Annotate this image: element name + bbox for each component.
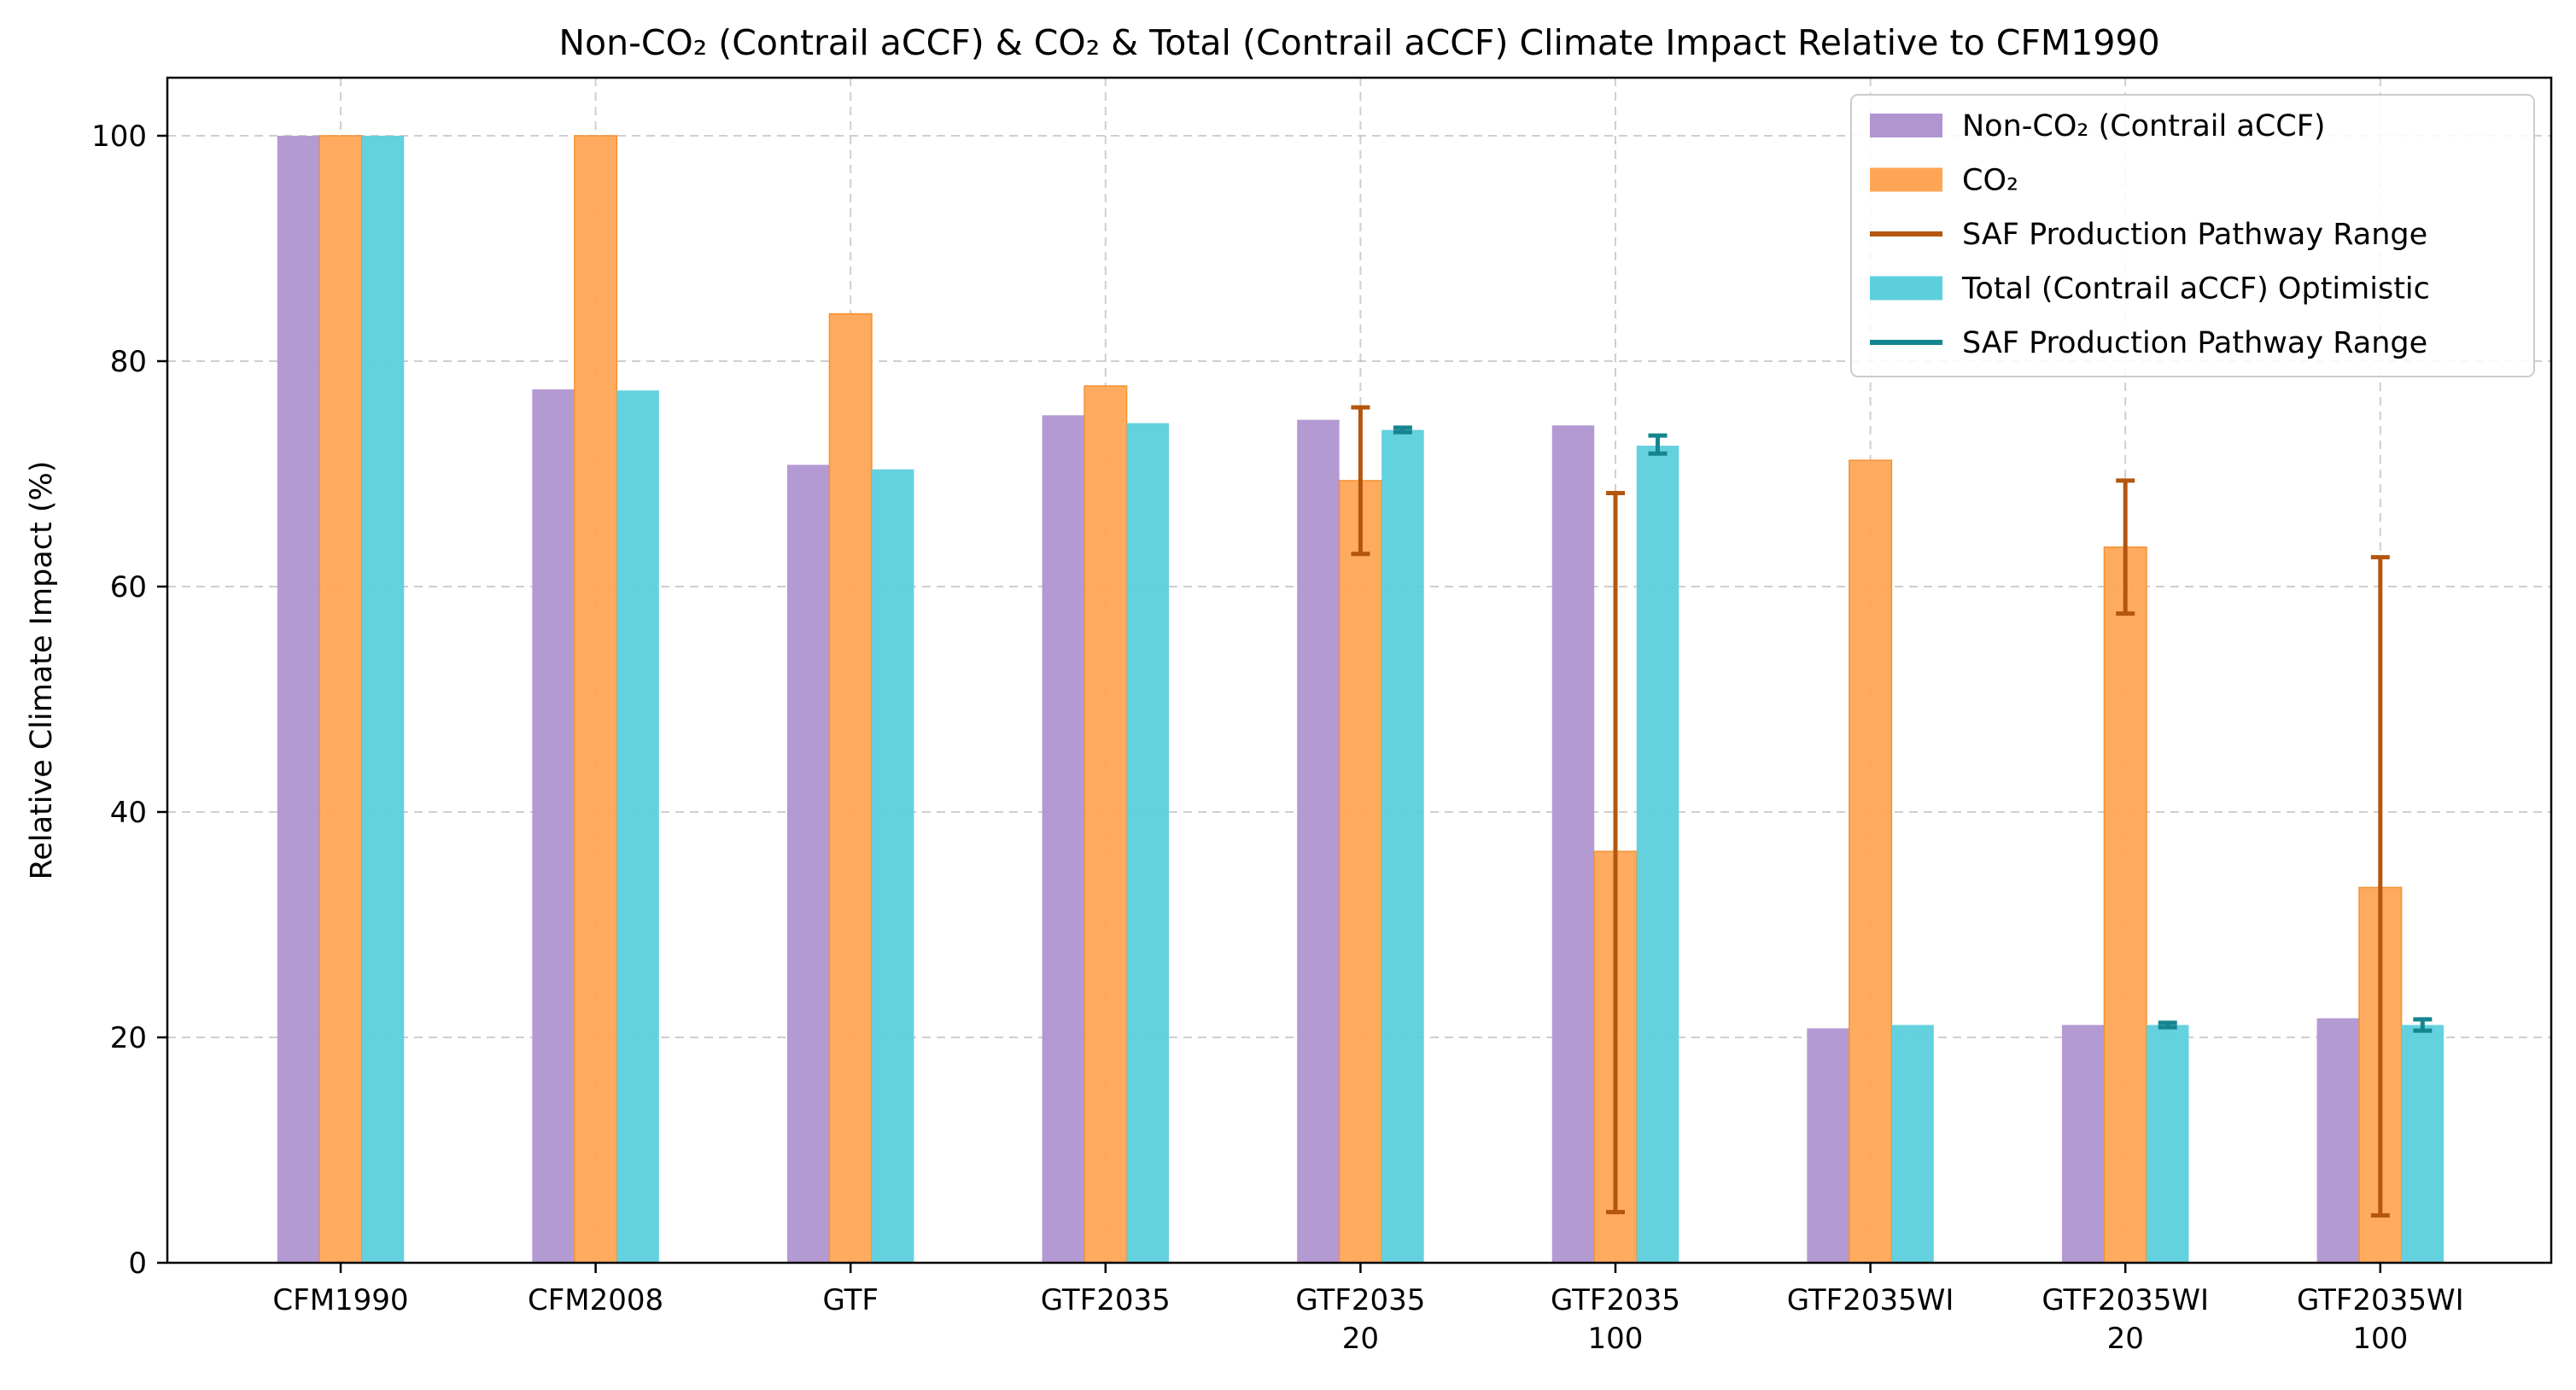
legend-item: SAF Production Pathway Range: [1870, 218, 2427, 252]
x-tick-label-line: 20: [2107, 1322, 2144, 1356]
bar-series-1: [2061, 1025, 2105, 1263]
legend-item: Non-CO₂ (Contrail aCCF): [1870, 109, 2326, 143]
plot-frame: [166, 76, 2553, 1264]
error-bar: [2116, 478, 2135, 616]
legend-label: Total (Contrail aCCF) Optimistic: [1961, 272, 2430, 307]
bar-series-2: [2103, 546, 2147, 1264]
error-bar: [1606, 490, 1625, 1215]
bar-series-3: [1126, 423, 1170, 1264]
x-tick-label-line: GTF2035: [1295, 1283, 1425, 1317]
legend-item: CO₂: [1870, 164, 2018, 198]
bar-series-1: [786, 464, 830, 1263]
chart-title: Non-CO₂ (Contrail aCCF) & CO₂ & Total (C…: [558, 22, 2159, 63]
x-tick-label-line: CFM1990: [272, 1283, 408, 1317]
error-bar: [1351, 405, 1370, 557]
x-tick-label-line: GTF2035: [1041, 1283, 1171, 1317]
legend-label: SAF Production Pathway Range: [1962, 218, 2427, 252]
bar-series-1: [1297, 419, 1340, 1263]
error-bar: [2158, 1020, 2177, 1030]
x-tick-label-line: CFM2008: [528, 1283, 663, 1317]
legend-label: SAF Production Pathway Range: [1962, 326, 2427, 360]
legend: Non-CO₂ (Contrail aCCF) CO₂ SAF Production…: [1850, 94, 2535, 377]
bar-series-2: [1084, 385, 1128, 1264]
x-tick-label: GTF2035: [1041, 1283, 1171, 1317]
y-tick-label: 80: [110, 345, 147, 379]
bar-series-1: [532, 389, 575, 1263]
axis-layer: [166, 76, 2553, 1264]
bar-layer: [277, 135, 2445, 1264]
bar-series-3: [1891, 1025, 1934, 1263]
bar-series-1: [1807, 1028, 1849, 1263]
bar-series-2: [1849, 459, 1893, 1264]
bar-series-3: [361, 136, 405, 1263]
x-tick-label-line: GTF2035WI: [2042, 1283, 2209, 1317]
error-bar: [2413, 1017, 2433, 1033]
x-tick-label-line: 100: [2352, 1322, 2408, 1356]
x-tick-label-line: GTF2035: [1551, 1283, 1680, 1317]
legend-label: CO₂: [1962, 164, 2018, 198]
x-tick-label-line: GTF2035WI: [2297, 1283, 2464, 1317]
y-tick-label: 20: [110, 1021, 147, 1055]
error-bar: [2370, 555, 2390, 1218]
y-tick-label: 40: [110, 796, 147, 830]
bar-series-3: [2146, 1025, 2189, 1263]
bar-series-3: [2401, 1025, 2445, 1263]
y-tick-label: 60: [110, 570, 147, 604]
x-tick-label-line: GTF: [822, 1283, 878, 1317]
bar-series-3: [1636, 446, 1679, 1263]
error-layer: [1351, 405, 2433, 1218]
legend-swatch: [1870, 167, 1942, 192]
bar-series-3: [871, 469, 914, 1263]
legend-label: Non-CO₂ (Contrail aCCF): [1962, 109, 2326, 143]
x-tick-label: GTF2035 100: [1551, 1283, 1680, 1356]
error-bar: [1393, 425, 1412, 435]
legend-item: Total (Contrail aCCF) Optimistic: [1870, 272, 2430, 307]
bar-series-2: [1338, 480, 1382, 1264]
bar-series-3: [1381, 429, 1424, 1263]
x-tick-label-line: GTF2035WI: [1787, 1283, 1954, 1317]
x-tick-label: GTF2035 20: [1295, 1283, 1425, 1356]
x-tick-label: GTF2035WI: [1787, 1283, 1954, 1317]
bar-series-1: [1042, 415, 1085, 1263]
bar-series-3: [616, 390, 659, 1263]
bar-series-2: [574, 135, 618, 1264]
bar-series-2: [318, 135, 363, 1264]
x-tick-label-line: 20: [1342, 1322, 1379, 1356]
legend-swatch: [1870, 114, 1942, 137]
y-tick-label: 100: [91, 120, 147, 154]
x-tick-label: GTF2035WI 20: [2042, 1283, 2209, 1356]
legend-item: SAF Production Pathway Range: [1870, 326, 2427, 360]
legend-frame: [1850, 94, 2535, 377]
y-tick-label: 0: [128, 1247, 147, 1281]
x-tick-label: GTF2035WI 100: [2297, 1283, 2464, 1356]
error-bar: [1648, 433, 1668, 456]
y-axis-label: Relative Climate Impact (%): [25, 461, 59, 880]
x-tick-label: CFM2008: [528, 1283, 663, 1317]
x-tick-label: GTF: [822, 1283, 878, 1317]
bar-series-2: [828, 312, 873, 1264]
x-tick-label: CFM1990: [272, 1283, 408, 1317]
bar-series-1: [2316, 1018, 2360, 1263]
bar-series-1: [1551, 425, 1595, 1263]
bar-series-1: [277, 136, 320, 1263]
legend-swatch: [1870, 276, 1942, 301]
x-tick-label-line: 100: [1588, 1322, 1644, 1356]
